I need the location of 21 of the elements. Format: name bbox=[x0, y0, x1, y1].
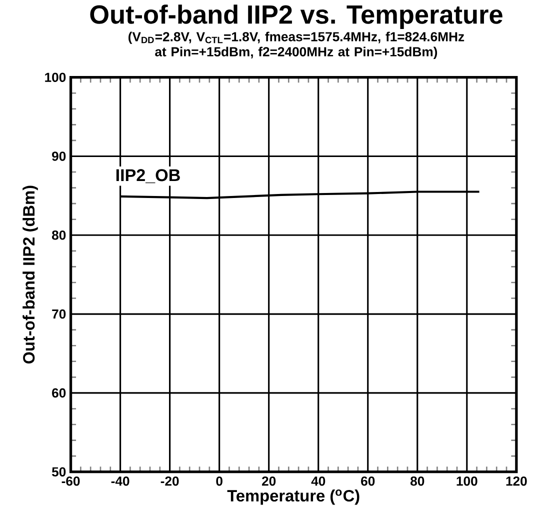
y-tick-label: 50 bbox=[52, 467, 66, 477]
y-tick-label: 80 bbox=[52, 230, 66, 240]
series-label: IIP2_OB bbox=[116, 169, 180, 184]
x-tick-label: 120 bbox=[506, 476, 527, 486]
y-tick-label: 90 bbox=[52, 152, 66, 161]
x-tick-label: 60 bbox=[361, 476, 375, 486]
x-tick-label: -40 bbox=[111, 476, 130, 486]
chart-title: Out-of-band IIP2 vs. Temperature bbox=[90, 4, 502, 30]
x-tick-label: 20 bbox=[262, 476, 276, 486]
x-tick-label: 0 bbox=[216, 476, 222, 486]
x-axis-title: Temperature ($^{o}$C) bbox=[227, 490, 360, 505]
chart-subtitle: (V$_{DD}$=2.8V, V$_{CTL}$=1.8V, fmeas=1575.4MHz, f1=824.6MHz at Pin=+15dBm, f2=2400MHz at Pin=+15dBm) bbox=[128, 32, 464, 60]
y-axis-title: Out-of-band IIP2 (dBm) bbox=[22, 186, 38, 364]
y-tick-label: 60 bbox=[52, 388, 66, 398]
x-tick-label: -20 bbox=[160, 476, 179, 486]
x-tick-label: -60 bbox=[62, 476, 80, 486]
y-tick-label: 100 bbox=[45, 72, 66, 82]
x-tick-label: 80 bbox=[410, 476, 424, 486]
x-tick-label: 40 bbox=[311, 476, 326, 486]
x-tick-label: 100 bbox=[456, 476, 478, 486]
y-tick-label: 70 bbox=[52, 309, 66, 319]
